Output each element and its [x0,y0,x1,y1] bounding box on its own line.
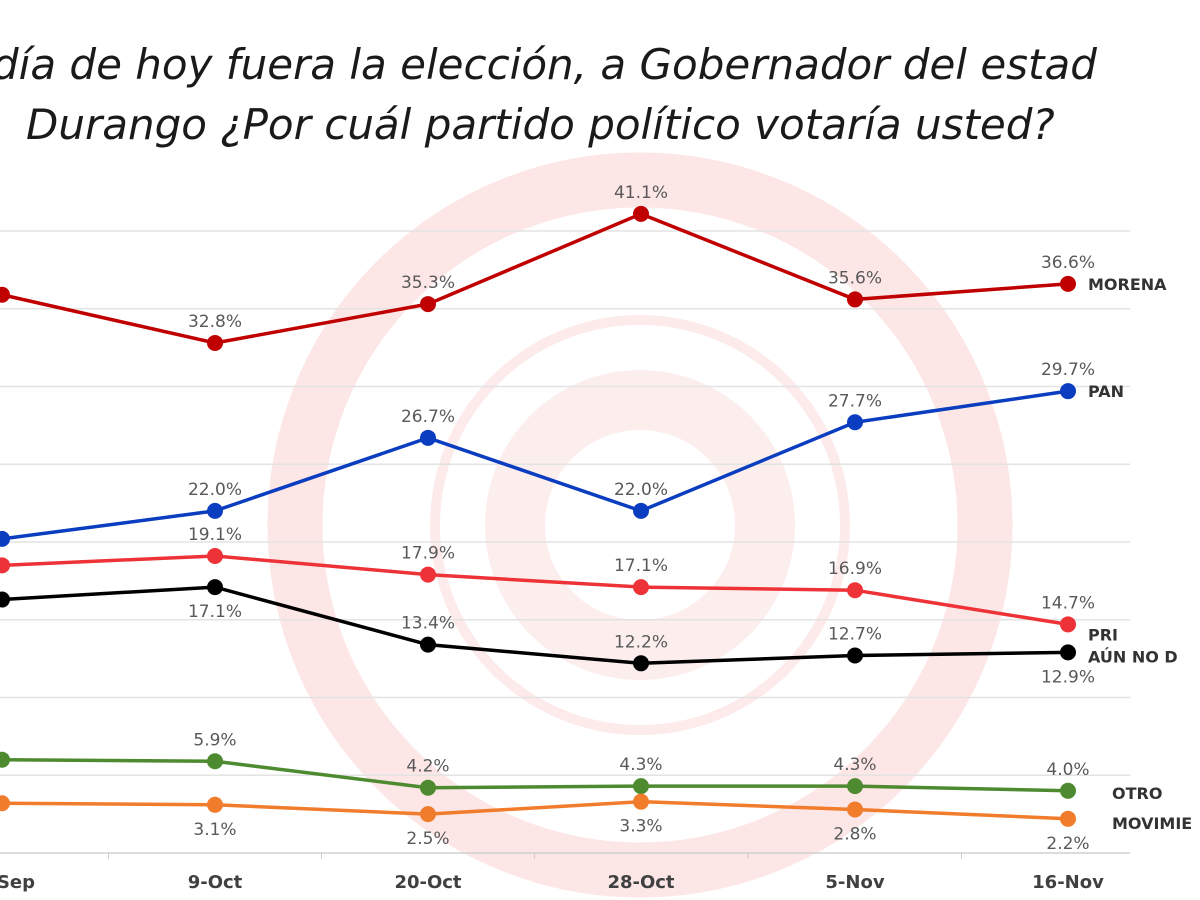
series-otro: 5.9% 4.2% 4.3% 4.3% 4.0% OTRO [0,730,1162,803]
data-label: 2.2% [1046,834,1089,854]
data-point [0,530,10,547]
data-label: 4.2% [406,757,449,777]
series-line [1,585,1069,666]
data-point [420,636,436,653]
x-tick-label: 28-Oct [607,872,674,893]
data-point [847,647,863,664]
data-label: 4.3% [619,755,662,775]
legend-label: AÚN NO D [1088,647,1178,666]
data-label: 12.9% [1041,667,1095,687]
data-point [0,557,10,574]
data-label: 16.9% [828,559,882,579]
data-label: 26.7% [401,407,455,427]
x-tick-label: 9-Oct [188,872,243,893]
x-tick-label: 16-Nov [1032,872,1104,893]
data-point [420,806,436,823]
x-tick-label: Sep [0,872,35,893]
data-point [847,582,863,599]
series-line [1,554,1069,627]
data-label: 36.6% [1041,253,1095,273]
data-point [1060,383,1076,400]
data-label: 32.8% [188,312,242,332]
legend-label: OTRO [1112,784,1162,803]
data-label: 5.9% [193,730,236,750]
data-point [633,655,649,672]
x-tick-label: 20-Oct [394,872,461,893]
data-label: 41.1% [614,183,668,203]
data-label: 13.4% [401,614,455,634]
data-point [847,801,863,818]
data-point [420,566,436,583]
data-point [207,579,223,596]
legend-label: PAN [1088,382,1124,401]
data-point [847,778,863,795]
data-label: 3.1% [193,820,236,840]
data-point [207,547,223,564]
series-pri: 19.1% 17.9% 17.1% 16.9% 14.7% PRI [0,525,1118,644]
data-point [1060,644,1076,661]
data-point [1060,275,1076,292]
data-point [420,296,436,313]
legend-label: MORENA [1088,275,1167,294]
data-label: 22.0% [614,480,668,500]
data-label: 35.6% [828,268,882,288]
data-point [420,779,436,796]
legend-label: MOVIMIE [1112,814,1192,833]
legend-label: PRI [1088,625,1118,644]
data-label: 4.0% [1046,760,1089,780]
data-point [847,414,863,431]
chart-title-line-2: Durango ¿Por cuál partido político votar… [26,100,1055,149]
series-movimie: 3.1% 2.5% 3.3% 2.8% 2.2% MOVIMIE [0,793,1192,854]
data-point [633,502,649,519]
data-label: 14.7% [1041,593,1095,613]
data-label: 2.5% [406,829,449,849]
data-label: 4.3% [833,755,876,775]
data-label: 12.2% [614,632,668,652]
data-point [633,205,649,222]
series-line [1,757,1069,793]
data-point [633,793,649,810]
data-point [847,291,863,308]
series-line [1,212,1069,345]
data-label: 35.3% [401,273,455,293]
data-point [0,751,10,768]
data-point [420,429,436,446]
data-point [0,286,10,303]
x-tick-label: 5-Nov [825,872,884,893]
data-point [207,502,223,519]
data-point [0,591,10,608]
data-point [1060,810,1076,827]
data-point [633,778,649,795]
data-point [633,579,649,596]
data-point [1060,782,1076,799]
chart-title-line-1: día de hoy fuera la elección, a Gobernad… [0,40,1097,89]
data-point [207,334,223,351]
data-label: 19.1% [188,525,242,545]
data-label: 17.1% [614,556,668,576]
series-line [1,799,1069,821]
watermark-logo [267,152,1013,898]
data-label: 17.1% [188,602,242,622]
data-label: 29.7% [1041,360,1095,380]
series-pan: 22.0% 26.7% 22.0% 27.7% 29.7% PAN [0,360,1124,547]
data-label: 3.3% [619,817,662,837]
data-label: 2.8% [833,824,876,844]
series-morena: 32.8% 35.3% 41.1% 35.6% 36.6% MORENA [0,183,1167,351]
data-point [0,795,10,812]
series-a-n-no-d: 17.1% 13.4% 12.2% 12.7% 12.9%AÚN NO D [0,579,1178,687]
data-label: 12.7% [828,625,882,645]
data-point [207,796,223,813]
data-point [207,753,223,770]
data-label: 27.7% [828,391,882,411]
data-label: 22.0% [188,480,242,500]
data-point [1060,616,1076,633]
series-line [1,389,1069,541]
data-label: 17.9% [401,544,455,564]
